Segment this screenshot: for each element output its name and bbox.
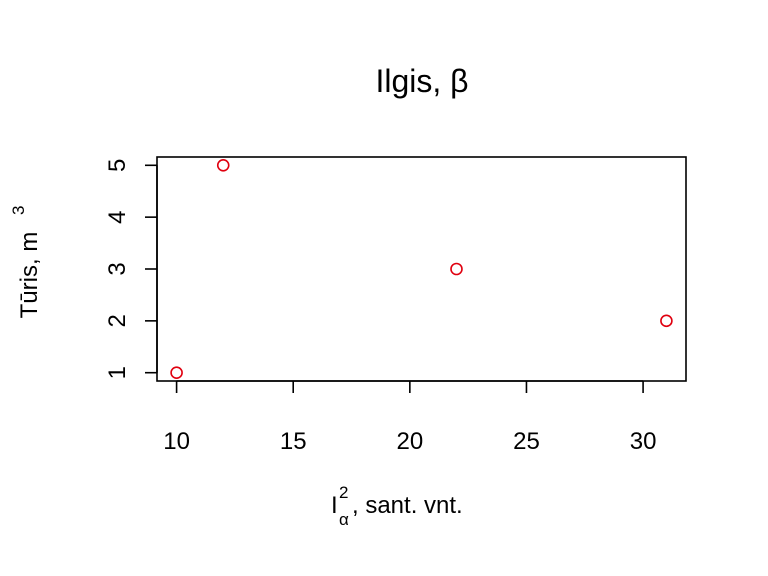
x-tick-label: 30 — [630, 428, 657, 455]
data-point — [170, 366, 183, 380]
x-axis-label-superscript: 2 — [339, 483, 348, 502]
x-axis-label-subscript: α — [339, 510, 349, 529]
x-axis-label: I — [331, 492, 338, 519]
y-axis-label-group: Tūris, m 3 — [9, 206, 43, 319]
plot-frame — [156, 156, 687, 382]
x-axis: 10 15 20 25 30 — [163, 380, 657, 455]
y-axis-label-text: Tūris, m — [16, 232, 43, 319]
x-tick-label: 10 — [163, 428, 190, 455]
x-axis-label-rest: , sant. vnt. — [352, 492, 463, 519]
y-tick-label: 3 — [104, 262, 131, 275]
y-tick-label: 1 — [104, 366, 131, 379]
y-axis-label: Tūris, m — [16, 232, 43, 319]
x-axis-label-base: I — [331, 492, 338, 519]
chart-title: Ilgis, β — [375, 63, 468, 99]
data-point — [216, 158, 230, 172]
x-tick-label: 20 — [396, 428, 423, 455]
y-tick-label: 2 — [104, 314, 131, 327]
y-tick-label: 5 — [104, 159, 131, 172]
x-tick-label: 15 — [280, 428, 307, 455]
data-point — [450, 262, 463, 276]
data-point — [660, 314, 673, 328]
y-axis-label-superscript: 3 — [9, 206, 28, 215]
y-tick-label: 4 — [104, 210, 131, 223]
data-points — [170, 158, 673, 380]
x-tick-label: 25 — [513, 428, 540, 455]
y-axis: 1 2 3 4 5 — [104, 159, 158, 379]
